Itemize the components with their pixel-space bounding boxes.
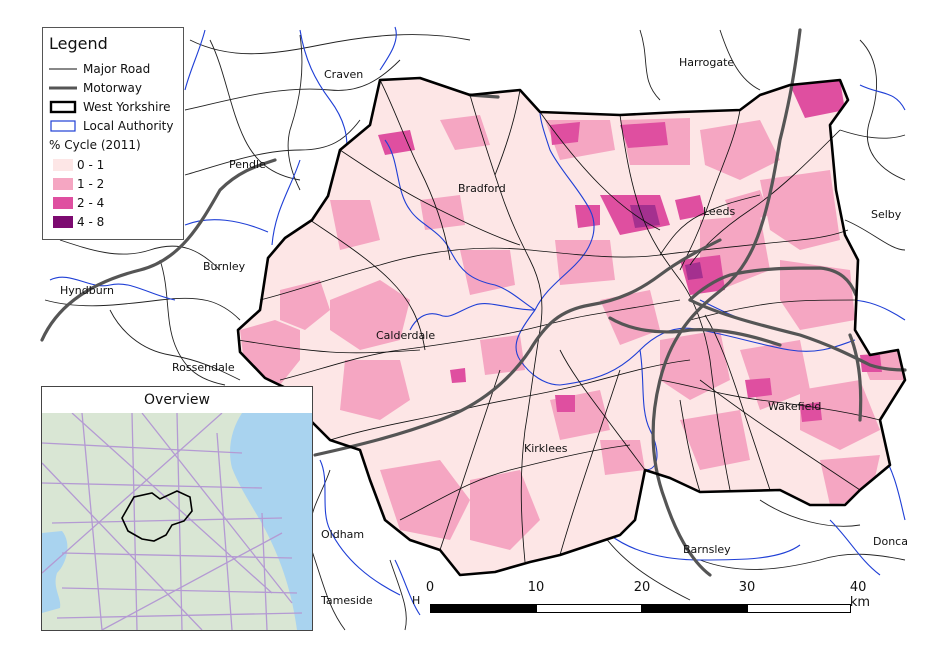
legend-class-2: 2 - 4 [49, 193, 177, 212]
legend-row-motorway: Motorway [49, 78, 177, 97]
west-yorkshire-boundary [236, 76, 907, 577]
legend-swatch-2 [53, 196, 73, 209]
legend-class-1: 1 - 2 [49, 174, 177, 193]
label-hyndburn: Hyndburn [60, 284, 114, 297]
legend-class-label-3: 4 - 8 [77, 214, 105, 229]
label-barnsley: Barnsley [683, 543, 731, 556]
scale-label-30: 30 [738, 580, 756, 595]
label-doncaster: Donca [873, 535, 908, 548]
local-authority-symbol [49, 119, 77, 133]
place-labels: Craven Harrogate Pendle Bradford Leeds S… [60, 56, 908, 607]
class-2-4-patches [378, 80, 882, 422]
label-wakefield: Wakefield [768, 400, 821, 413]
scale-segment-3 [642, 604, 747, 613]
class-1-2-patches [240, 115, 905, 550]
major-road-symbol [49, 66, 77, 72]
label-oldham: Oldham [321, 528, 364, 541]
label-h: H [412, 594, 420, 607]
label-burnley: Burnley [203, 260, 246, 273]
legend-class-3: 4 - 8 [49, 212, 177, 231]
surrounding-roads [44, 29, 906, 631]
legend-cycle-title: % Cycle (2011) [49, 138, 141, 152]
legend-class-label-1: 1 - 2 [77, 176, 105, 191]
legend-label-local-authority: Local Authority [83, 118, 174, 133]
legend-class-0: 0 - 1 [49, 155, 177, 174]
legend-row-major-road: Major Road [49, 59, 177, 78]
overview-sea-east [230, 413, 312, 630]
scale-bar: 0 10 20 30 40 km [420, 580, 870, 625]
label-tameside: Tameside [320, 594, 373, 607]
label-pendle: Pendle [229, 158, 266, 171]
scale-label-20: 20 [633, 580, 651, 595]
overview-map [42, 413, 312, 630]
legend-row-local-authority: Local Authority [49, 116, 177, 135]
legend-swatch-3 [53, 215, 73, 228]
scale-label-10: 10 [527, 580, 545, 595]
legend-title: Legend [49, 34, 108, 53]
class-4-8-patches [630, 205, 703, 280]
label-harrogate: Harrogate [679, 56, 734, 69]
label-selby: Selby [871, 208, 902, 221]
legend-label-motorway: Motorway [83, 80, 142, 95]
overview-roads [42, 413, 303, 630]
motorway-symbol [49, 85, 77, 91]
legend-row-west-yorkshire: West Yorkshire [49, 97, 177, 116]
legend-swatch-0 [53, 158, 73, 171]
west-yorkshire-symbol [49, 100, 77, 114]
overview-sea-west [42, 531, 68, 613]
legend-panel: Legend Major Road Motorway West Yorkshir… [42, 27, 184, 240]
legend-swatch-1 [53, 177, 73, 190]
legend-class-label-0: 0 - 1 [77, 157, 105, 172]
scale-label-40: 40 km [849, 580, 871, 610]
label-bradford: Bradford [458, 182, 506, 195]
scale-segment-4 [747, 604, 851, 613]
label-kirklees: Kirklees [524, 442, 568, 455]
major-roads [237, 79, 881, 563]
legend-label-major-road: Major Road [83, 61, 151, 76]
overview-inset[interactable]: Overview [41, 386, 313, 631]
label-calderdale: Calderdale [376, 329, 435, 342]
legend-class-label-2: 2 - 4 [77, 195, 105, 210]
overview-west-yorkshire-outline [121, 490, 193, 542]
scale-label-0: 0 [425, 580, 435, 595]
scale-segment-1 [430, 604, 536, 613]
label-leeds: Leeds [703, 205, 735, 218]
cycle-choropleth [240, 80, 905, 550]
overview-title: Overview [144, 392, 210, 408]
label-craven: Craven [324, 68, 363, 81]
legend-label-west-yorkshire: West Yorkshire [83, 99, 171, 114]
scale-segment-2 [536, 604, 642, 613]
label-rossendale: Rossendale [172, 361, 235, 374]
